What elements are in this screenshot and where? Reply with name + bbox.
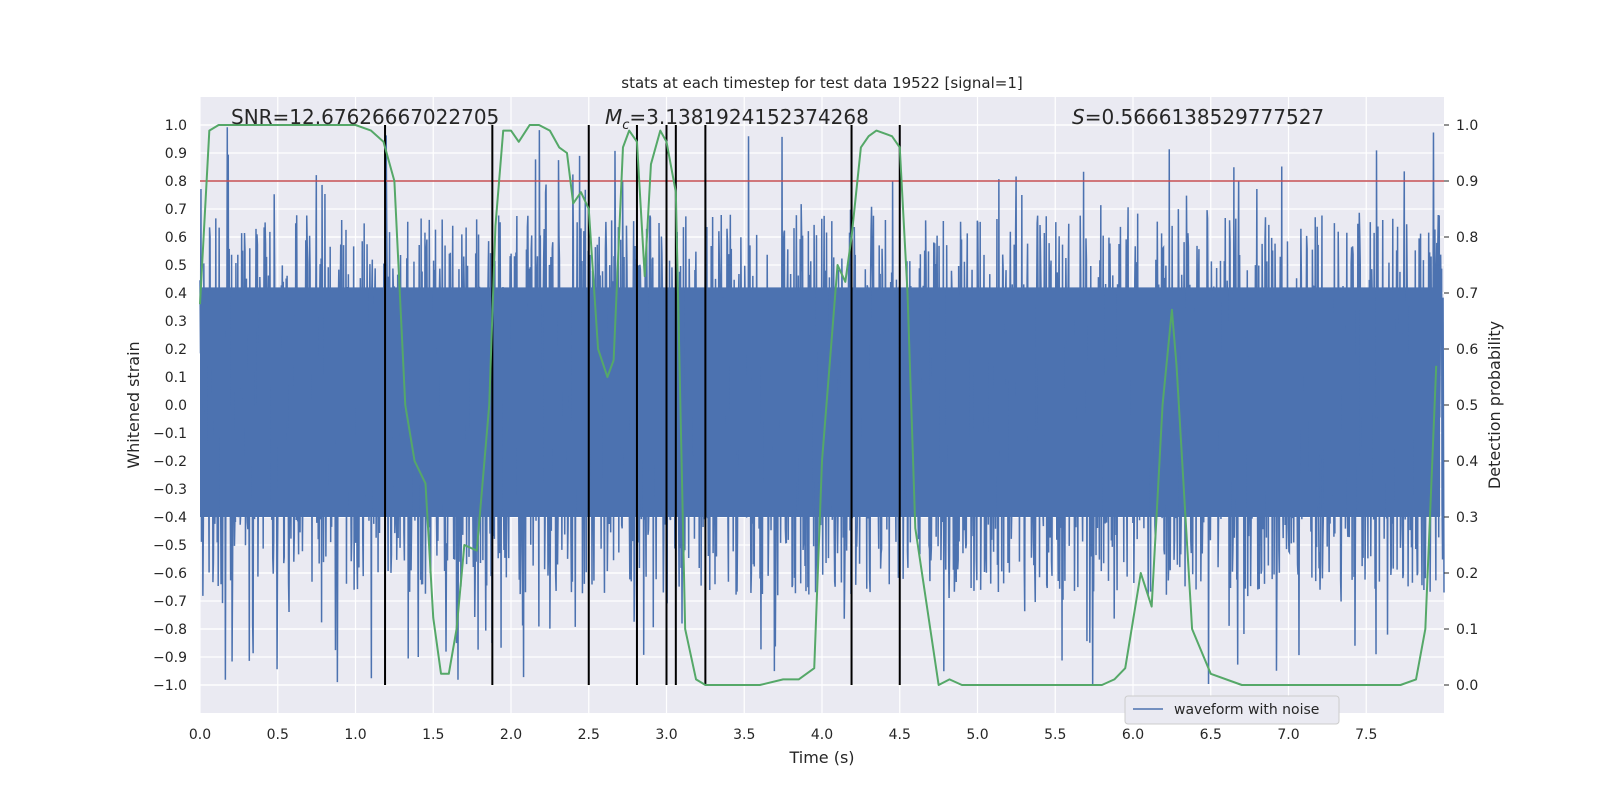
x-tick-labels: 0.0 0.5 1.0 1.5 2.0 2.5 3.0 3.5 4.0 4.5 5.0 5.5 6.0 6… <box>189 727 1378 743</box>
y-right-tick-label: 0.9 <box>1456 174 1478 190</box>
legend: waveform with noise <box>1124 695 1340 725</box>
y-left-tick-label: 0.0 <box>165 398 187 414</box>
y-right-tick-label: 0.5 <box>1456 398 1478 414</box>
x-tick-label: 7.0 <box>1277 727 1299 743</box>
s-symbol: S <box>1072 105 1085 129</box>
y-left-tick-label: −0.4 <box>153 510 187 526</box>
y-right-tick-labels: 1.0 0.9 0.8 0.7 0.6 0.5 0.4 0.3 0.2 0.1 0.0 <box>1444 118 1478 694</box>
probability-line <box>199 124 1438 686</box>
y-left-tick-label: −0.5 <box>153 538 187 554</box>
x-tick-label: 0.5 <box>267 727 289 743</box>
y-right-tick-label: 0.1 <box>1456 622 1478 638</box>
x-axis-label: Time (s) <box>788 748 854 767</box>
x-tick-label: 2.5 <box>578 727 600 743</box>
y-left-tick-label: 0.4 <box>165 286 187 302</box>
x-tick-label: 3.0 <box>655 727 677 743</box>
waveform-series <box>199 127 1445 685</box>
y-left-tick-label: 0.2 <box>165 342 187 358</box>
x-tick-label: 6.0 <box>1122 727 1144 743</box>
y-left-tick-label: 0.6 <box>165 230 187 246</box>
y-right-tick-label: 0.7 <box>1456 286 1478 302</box>
x-tick-label: 6.5 <box>1200 727 1222 743</box>
y-left-axis-label: Whitened strain <box>124 341 143 468</box>
legend-box <box>1124 695 1340 725</box>
x-tick-label: 1.0 <box>344 727 366 743</box>
y-left-tick-label: 0.5 <box>165 258 187 274</box>
y-right-axis-label: Detection probability <box>1485 321 1504 489</box>
y-left-tick-label: −1.0 <box>153 678 187 694</box>
y-left-tick-label: 0.7 <box>165 202 187 218</box>
x-tick-label: 4.0 <box>811 727 833 743</box>
x-tick-label: 5.5 <box>1044 727 1066 743</box>
y-right-tick-label: 1.0 <box>1456 118 1478 134</box>
y-left-tick-label: −0.3 <box>153 482 187 498</box>
x-tick-label: 2.0 <box>500 727 522 743</box>
chirp-mass-symbol: M <box>605 105 622 129</box>
x-tick-label: 4.5 <box>889 727 911 743</box>
s-value: =0.5666138529777527 <box>1085 105 1324 129</box>
y-left-tick-label: −0.2 <box>153 454 187 470</box>
s-annotation: S=0.5666138529777527 <box>1072 105 1324 129</box>
y-left-tick-labels: 1.0 0.9 0.8 0.7 0.6 0.5 0.4 0.3 0.2 0.1 0.0 −0.1 −0.… <box>153 118 187 694</box>
y-left-tick-label: 1.0 <box>165 118 187 134</box>
chart-title: stats at each timestep for test data 195… <box>621 74 1022 92</box>
chirp-mass-value: =3.1381924152374268 <box>629 105 868 129</box>
y-right-tick-label: 0.4 <box>1456 454 1478 470</box>
x-tick-label: 1.5 <box>422 727 444 743</box>
chirp-mass-annotation: Mc=3.1381924152374268 <box>605 105 869 133</box>
y-left-tick-label: −0.6 <box>153 566 187 582</box>
snr-annotation: SNR=12.67626667022705 <box>231 105 499 129</box>
x-tick-label: 3.5 <box>733 727 755 743</box>
y-right-tick-label: 0.6 <box>1456 342 1478 358</box>
y-right-tick-label: 0.2 <box>1456 566 1478 582</box>
y-right-tick-label: 0.3 <box>1456 510 1478 526</box>
y-left-tick-label: −0.1 <box>153 426 187 442</box>
x-tick-label: 5.0 <box>966 727 988 743</box>
x-tick-label: 7.5 <box>1355 727 1377 743</box>
y-left-tick-label: −0.9 <box>153 650 187 666</box>
y-left-tick-label: 0.1 <box>165 370 187 386</box>
y-left-tick-label: 0.3 <box>165 314 187 330</box>
x-tick-label: 0.0 <box>189 727 211 743</box>
y-left-tick-label: 0.8 <box>165 174 187 190</box>
y-right-tick-label: 0.0 <box>1456 678 1478 694</box>
probability-series <box>199 124 1438 686</box>
y-right-tick-label: 0.8 <box>1456 230 1478 246</box>
legend-label: waveform with noise <box>1174 702 1319 718</box>
y-left-tick-label: −0.7 <box>153 594 187 610</box>
y-left-tick-label: 0.9 <box>165 146 187 162</box>
chirp-mass-subscript: c <box>622 118 629 133</box>
y-left-tick-label: −0.8 <box>153 622 187 638</box>
